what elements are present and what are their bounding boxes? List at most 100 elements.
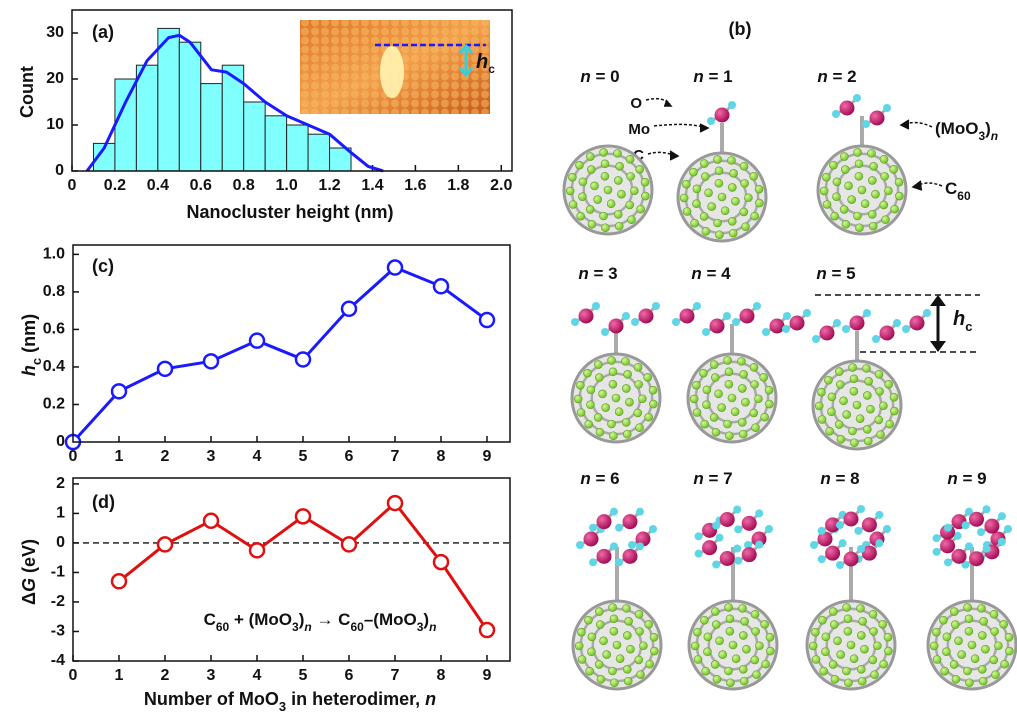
oxygen-atom [836, 521, 844, 529]
plot-frame [73, 245, 510, 442]
oxygen-atom [875, 511, 883, 519]
structure-label: n = 2 [817, 67, 856, 86]
carbon-atom [729, 641, 737, 649]
oxygen-atom [862, 120, 870, 128]
carbon-atom [728, 183, 736, 191]
x-tick-label: 1.4 [361, 177, 383, 194]
data-point [112, 384, 126, 398]
x-tick-label: 2 [161, 448, 170, 465]
y-tick-label: 1.0 [43, 246, 65, 263]
oxygen-atom [875, 539, 883, 547]
carbon-atom [594, 361, 602, 369]
molybdenum-atom [862, 517, 877, 532]
carbon-atom [596, 621, 604, 629]
carbon-atom [693, 628, 701, 636]
carbon-atom [649, 386, 657, 394]
oxygen-atom [610, 508, 618, 516]
carbon-atom [741, 617, 749, 625]
oxygen-atom [601, 328, 609, 336]
oxygen-atom [810, 541, 818, 549]
carbon-atom [691, 219, 699, 227]
carbon-atom [766, 647, 774, 655]
carbon-atom [702, 667, 710, 675]
carbon-atom [614, 176, 622, 184]
carbon-atom [979, 677, 987, 685]
carbon-atom [692, 381, 700, 389]
carbon-atom [600, 637, 608, 645]
oxygen-atom [622, 312, 630, 320]
carbon-atom [857, 631, 865, 639]
carbon-atom [714, 155, 722, 163]
carbon-atom [711, 660, 719, 668]
carbon-atom [811, 628, 819, 636]
oxygen-atom [933, 548, 941, 556]
histogram-bar [287, 125, 308, 171]
data-point [158, 362, 172, 376]
carbon-atom [731, 197, 739, 205]
carbon-atom [588, 633, 596, 641]
oxygen-atom [636, 542, 644, 550]
carbon-atom [739, 631, 747, 639]
carbon-atom [575, 642, 583, 650]
carbon-atom [885, 380, 893, 388]
carbon-atom [738, 418, 746, 426]
carbon-atom [638, 395, 646, 403]
panel-label: (c) [92, 256, 114, 276]
carbon-atom [645, 620, 653, 628]
oxygen-atom [883, 104, 891, 112]
carbon-atom [713, 675, 721, 683]
carbon-atom [727, 156, 735, 164]
carbon-atom [840, 153, 848, 161]
molybdenum-atom [870, 111, 885, 126]
y-axis-label: hc (nm) [19, 314, 44, 376]
y-tick-label: 1 [56, 505, 65, 522]
carbon-atom [616, 655, 624, 663]
structure-label: n = 6 [580, 469, 619, 488]
carbon-atom [715, 167, 723, 175]
structure-label: n = 9 [947, 469, 986, 488]
carbon-atom [741, 179, 749, 187]
carbon-atom [702, 401, 710, 409]
carbon-atom [990, 610, 998, 618]
carbon-atom [694, 656, 702, 664]
eq-part: 60 [350, 620, 364, 634]
carbon-atom [584, 616, 592, 624]
data-point [204, 354, 218, 368]
carbon-atom [841, 166, 849, 174]
structure-label-n: n [578, 264, 588, 283]
structure-label: n = 8 [820, 469, 859, 488]
molybdenum-atom [844, 552, 859, 567]
data-point [296, 352, 310, 366]
x-tick-label: 1 [115, 667, 124, 684]
carbon-atom [738, 604, 746, 612]
y-tick-label: -3 [51, 623, 65, 640]
x-label-part: Number of MoO [144, 689, 279, 709]
oxygen-atom [702, 328, 710, 336]
carbon-atom [731, 408, 739, 416]
carbon-atom [766, 633, 774, 641]
carbon-atom [740, 370, 748, 378]
carbon-atom [857, 665, 865, 673]
oxygen-atom [615, 558, 623, 566]
carbon-atom [742, 645, 750, 653]
carbon-atom [844, 615, 852, 623]
panel-label: (b) [729, 19, 752, 39]
x-tick-label: 3 [207, 448, 216, 465]
y-label-part: Δ [19, 592, 39, 605]
molybdenum-atom [702, 540, 717, 555]
molybdenum-atom [770, 319, 785, 334]
oxygen-atom [857, 545, 865, 553]
molybdenum-atom [639, 309, 654, 324]
x-tick-label: 8 [437, 448, 446, 465]
oxygen-atom [944, 524, 952, 532]
structure-label-value: = 8 [831, 469, 860, 488]
carbon-atom [829, 608, 837, 616]
carbon-atom [875, 416, 883, 424]
y-tick-label: 0 [56, 534, 65, 551]
carbon-atom [765, 400, 773, 408]
carbon-atom [761, 413, 769, 421]
carbon-atom [869, 222, 877, 230]
carbon-atom [718, 404, 726, 412]
height-label-part: c [965, 319, 972, 334]
carbon-atom [713, 219, 721, 227]
